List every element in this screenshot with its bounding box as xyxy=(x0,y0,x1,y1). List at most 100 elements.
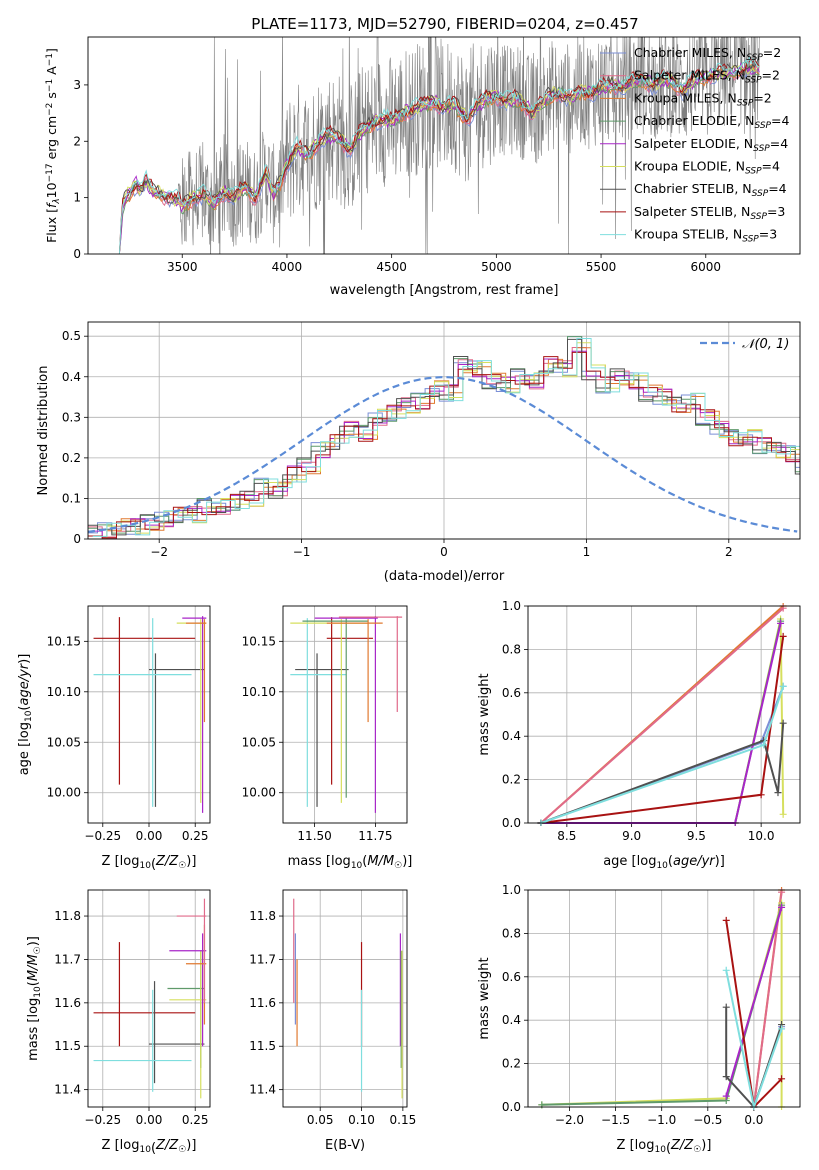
y-tick-label: 10.15 xyxy=(242,634,276,648)
x-axis-label-mass-vs-Z: Z [log10(Z/Z☉)] xyxy=(102,1138,197,1156)
weight-marker-kroupa-stelib xyxy=(760,741,768,749)
x-tick-label: 6000 xyxy=(690,260,721,274)
panel-residual-histogram: −2 −1 0 1 2 0 0.1 0.2 0.3 0.4 0.5 (data-model)/erro… xyxy=(36,321,801,584)
x-tick-label: −2.0 xyxy=(555,1113,584,1127)
x-tick-label: 4000 xyxy=(272,260,303,274)
weight-marker-salpeter-elodie xyxy=(722,1092,730,1100)
weight-line-chabrier-stelib xyxy=(540,723,785,824)
weight-marker-salpeter-stelib xyxy=(722,916,730,924)
x-tick-label: 5000 xyxy=(481,260,512,274)
y-tick-label: 0.4 xyxy=(502,1013,521,1027)
y-tick-label: 0.2 xyxy=(502,1057,521,1071)
y-axis-label-age-vs-Z: age [log10(age/yr)] xyxy=(17,654,34,776)
y-tick-label: 0.6 xyxy=(502,686,521,700)
y-axis-label-mass-vs-Z: mass [log10(M/M☉)] xyxy=(26,936,43,1061)
spectrum-x-axis-label: wavelength [Angstrom, rest frame] xyxy=(330,283,559,298)
x-tick-label: 3500 xyxy=(167,260,198,274)
axes-frame xyxy=(87,321,801,540)
weight-marker-salpeter-stelib xyxy=(779,632,787,640)
model-spectrum-salpeter-stelib xyxy=(118,58,760,254)
legend-label-salpeter-stelib: Salpeter STELIB, NSSP=3 xyxy=(634,204,785,222)
weight-marker-kroupa-elodie xyxy=(779,810,787,818)
weight-line-salpeter-elodie xyxy=(725,907,783,1097)
x-tick-label: 0.25 xyxy=(182,1113,209,1127)
histogram-step-kroupa-stelib xyxy=(92,338,800,537)
histogram-x-axis-label: (data-model)/error xyxy=(384,569,505,584)
weight-marker-chabrier-stelib xyxy=(722,1003,730,1011)
histogram-step-chabrier-stelib xyxy=(88,338,800,536)
legend-label-kroupa-elodie: Kroupa ELODIE, NSSP=4 xyxy=(634,159,780,177)
y-tick-label: 0.8 xyxy=(502,642,521,656)
age-vs-Z-plot-area xyxy=(93,616,207,813)
x-tick-label: 10.0 xyxy=(748,829,775,843)
weight-marker-chabrier-stelib xyxy=(779,719,787,727)
weight-marker-kroupa-stelib xyxy=(778,1025,786,1033)
y-tick-label: 11.7 xyxy=(249,952,276,966)
histogram-step-salpeter-stelib xyxy=(88,351,800,539)
age-vs-mass-plot-area xyxy=(290,616,403,813)
y-tick-label: 0.2 xyxy=(62,451,81,465)
y-tick-label: 1.0 xyxy=(502,883,521,897)
axes-frame xyxy=(527,605,801,824)
x-tick-label: −0.25 xyxy=(84,1113,121,1127)
weight-marker-kroupa-stelib xyxy=(779,682,787,690)
y-axis-label-mass-weight-vs-Z: mass weight xyxy=(477,957,492,1039)
y-tick-label: 11.8 xyxy=(54,909,81,923)
y-tick-label: 0 xyxy=(73,532,81,546)
legend-label-salpeter-elodie: Salpeter ELODIE, NSSP=4 xyxy=(634,136,788,154)
x-axis-label-age-vs-Z: Z [log10(Z/Z☉)] xyxy=(102,854,197,872)
x-tick-label: 0.15 xyxy=(390,1113,417,1127)
weight-marker-salpeter-stelib xyxy=(778,1075,786,1083)
legend-label-chabrier-stelib: Chabrier STELIB, NSSP=4 xyxy=(634,181,787,199)
weight-marker-chabrier-stelib xyxy=(774,789,782,797)
y-tick-label: 1 xyxy=(73,191,81,205)
weight-marker-salpeter-stelib xyxy=(757,791,765,799)
weight-marker-chabrier-stelib xyxy=(722,1073,730,1081)
x-tick-label: −0.5 xyxy=(693,1113,722,1127)
panel-mass-vs-Z: −0.25 0.00 0.25 11.4 11.5 11.6 11.7 11.8 Z [log1… xyxy=(26,889,211,1156)
panel-spectrum: 3500 4000 4500 5000 5500 6000 0 1 2 3 wavelength [… xyxy=(44,36,801,298)
model-spectrum-chabrier-miles xyxy=(118,66,760,254)
y-tick-label: 0.8 xyxy=(502,926,521,940)
legend-label-kroupa-miles: Kroupa MILES, NSSP=2 xyxy=(634,90,772,108)
y-tick-label: 11.6 xyxy=(249,996,276,1010)
model-spectrum-chabrier-stelib xyxy=(118,58,760,254)
panel-age-vs-mass: 11.50 11.75 10.00 10.05 10.10 10.15 mass [log1… xyxy=(242,605,412,871)
y-tick-label: 10.15 xyxy=(47,634,81,648)
mass-vs-ebv-plot-area xyxy=(293,898,403,1099)
panel-mass-vs-ebv: 0.05 0.10 0.15 11.4 11.5 11.6 11.7 11.8 E(B-V) xyxy=(249,889,417,1153)
spectrum-plot-area xyxy=(118,37,760,254)
y-tick-label: 0.1 xyxy=(62,491,81,505)
axes-frame xyxy=(282,605,408,824)
x-tick-label: 0.05 xyxy=(307,1113,334,1127)
x-tick-label: 11.75 xyxy=(358,829,392,843)
weight-line-salpeter-miles xyxy=(752,892,783,1108)
weight-marker-kroupa-stelib xyxy=(722,966,730,974)
x-tick-label: 9.5 xyxy=(687,829,706,843)
weight-marker-salpeter-elodie xyxy=(777,619,785,627)
model-spectrum-kroupa-elodie xyxy=(118,64,760,254)
histogram-plot-area xyxy=(88,336,800,539)
legend-label-normal: 𝒩(0, 1) xyxy=(742,337,789,352)
legend-label-salpeter-miles: Salpeter MILES, NSSP=2 xyxy=(634,68,780,86)
panel-mass-weight-vs-Z: −2.0 −1.5 −1.0 −0.5 0.0 0.0 0.2 0.4 0.6 0.8 1.0 mas… xyxy=(477,883,801,1156)
y-tick-label: 10.00 xyxy=(242,786,276,800)
x-tick-label: 0.00 xyxy=(136,829,163,843)
x-tick-label: −1 xyxy=(293,545,311,559)
spectrum-legend: Chabrier MILES, NSSP=2 Salpeter MILES, NS… xyxy=(600,45,789,245)
y-tick-label: 11.4 xyxy=(54,1083,81,1097)
y-axis-label-mass-weight-vs-age: mass weight xyxy=(477,673,492,755)
legend-label-kroupa-stelib: Kroupa STELIB, NSSP=3 xyxy=(634,227,777,245)
y-tick-label: 0.2 xyxy=(502,773,521,787)
x-tick-label: 11.50 xyxy=(297,829,331,843)
x-tick-label: 0.00 xyxy=(136,1113,163,1127)
x-tick-label: −2 xyxy=(150,545,168,559)
spectrum-y-axis-label: Flux [fλ10−17 erg cm−2 s−1 A−1] xyxy=(44,48,62,243)
y-tick-label: 1.0 xyxy=(502,599,521,613)
y-tick-label: 0.3 xyxy=(62,410,81,424)
x-axis-label-mass-vs-ebv: E(B-V) xyxy=(325,1138,365,1153)
y-tick-label: 11.5 xyxy=(54,1039,81,1053)
y-tick-label: 0.6 xyxy=(502,970,521,984)
y-tick-label: 0.4 xyxy=(502,729,521,743)
y-tick-label: 0.0 xyxy=(502,1100,521,1114)
